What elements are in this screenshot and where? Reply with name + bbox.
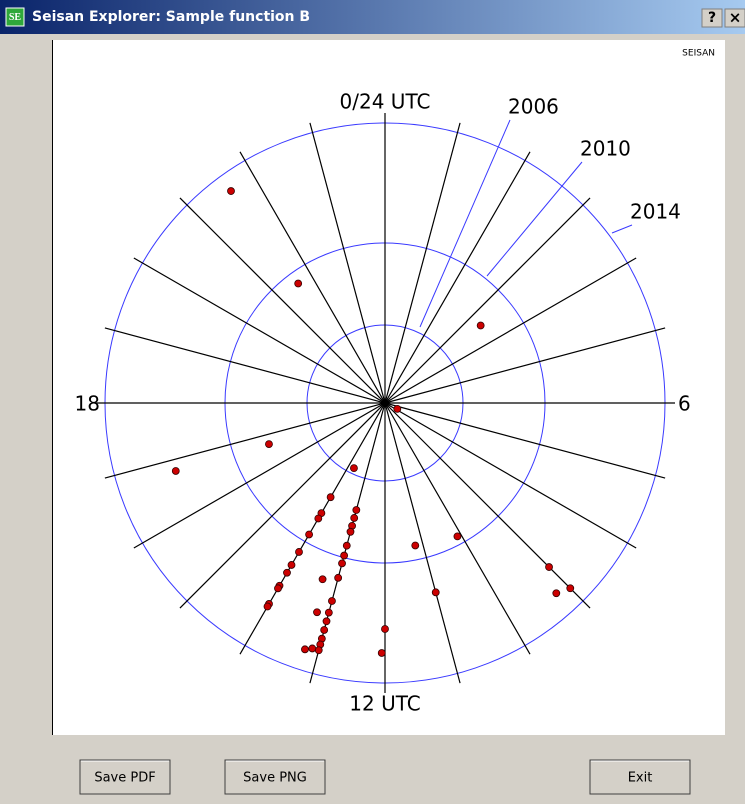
event-point (305, 530, 314, 539)
event-point (265, 440, 273, 448)
event-point (263, 602, 272, 611)
event-point (476, 321, 485, 330)
spoke (384, 257, 637, 404)
event-point (308, 644, 317, 653)
ring-label-leader (611, 224, 633, 234)
spoke (384, 402, 531, 655)
spoke (384, 122, 461, 404)
event-point (350, 514, 359, 522)
spoke (104, 402, 386, 479)
spoke (384, 151, 531, 404)
event-point (342, 541, 351, 550)
angle-label: 0/24 UTC (340, 90, 431, 114)
spoke (384, 327, 666, 404)
event-point (381, 625, 389, 633)
button-label[interactable]: Exit (628, 771, 653, 786)
button-label[interactable]: Save PDF (94, 771, 155, 786)
ring-label: 2014 (630, 200, 681, 224)
spoke (179, 402, 386, 609)
event-point (313, 608, 321, 617)
event-point (227, 187, 235, 195)
event-point (322, 617, 331, 626)
app-icon (5, 7, 25, 27)
app-icon-text: SE (9, 12, 22, 23)
spoke (133, 257, 386, 404)
event-point (283, 568, 291, 577)
event-point (171, 467, 180, 475)
event-point (301, 645, 309, 654)
button[interactable] (589, 759, 691, 795)
event-point (393, 404, 402, 413)
ring-label: 2006 (508, 95, 559, 119)
corner-label: SEISAN (682, 49, 715, 59)
spoke (179, 197, 386, 404)
event-point (350, 464, 358, 473)
event-point (314, 514, 323, 523)
event-point (328, 597, 336, 605)
ring-label-leader (486, 161, 583, 277)
event-point (314, 646, 323, 655)
button[interactable] (79, 759, 171, 795)
event-point (326, 493, 335, 502)
event-point (334, 573, 343, 582)
spoke (309, 122, 386, 404)
event-point (340, 551, 349, 560)
close-button[interactable] (724, 8, 745, 28)
event-point (346, 527, 355, 536)
event-point (274, 584, 282, 593)
angle-label: 18 (75, 392, 100, 416)
button[interactable] (224, 759, 326, 795)
spoke (384, 402, 666, 479)
spoke (239, 151, 386, 404)
event-point (295, 548, 303, 556)
event-point (287, 561, 296, 569)
button-label[interactable]: Save PNG (243, 771, 307, 786)
spoke (384, 402, 461, 684)
ring-label: 2010 (580, 137, 631, 161)
event-point (431, 588, 440, 597)
event-point (545, 563, 553, 571)
plot-area (52, 40, 725, 735)
help-button-text[interactable]: ? (708, 10, 716, 26)
event-point (453, 532, 462, 541)
spoke (133, 402, 386, 549)
ring-label-leader (419, 119, 511, 328)
event-point (377, 649, 386, 657)
event-point (320, 626, 329, 634)
spoke (239, 402, 386, 655)
spoke (384, 197, 591, 404)
spoke (104, 327, 386, 404)
event-point (324, 608, 333, 617)
spoke (384, 402, 591, 609)
close-button-text[interactable]: × (729, 9, 742, 27)
event-point (352, 506, 361, 514)
event-point (566, 584, 575, 593)
event-point (552, 589, 561, 598)
event-point (338, 559, 346, 568)
event-point (294, 279, 303, 288)
spoke (384, 402, 637, 549)
title-bar (0, 0, 745, 34)
angle-label: 12 UTC (349, 692, 420, 716)
angle-label: 6 (678, 392, 691, 416)
help-button[interactable] (701, 8, 723, 28)
window-title: Seisan Explorer: Sample function B (32, 9, 310, 25)
event-point (318, 575, 327, 584)
event-point (411, 541, 420, 550)
